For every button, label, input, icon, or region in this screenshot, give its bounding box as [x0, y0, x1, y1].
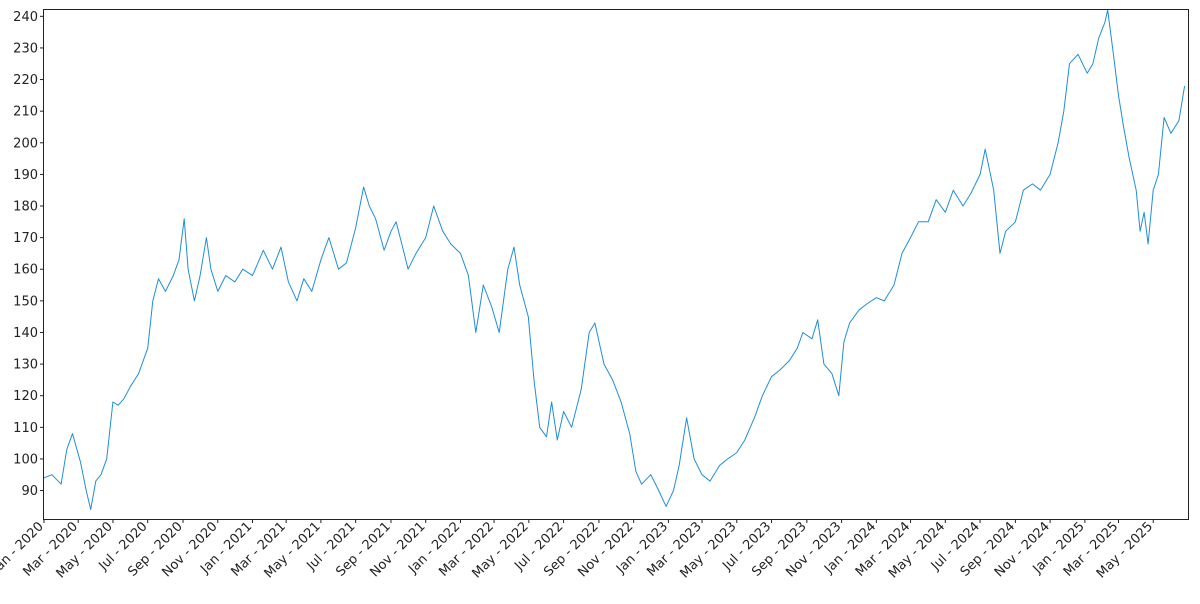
y-tick-label: 110 — [13, 421, 38, 436]
plot-area — [44, 10, 1186, 510]
y-tick-label: 220 — [13, 73, 38, 88]
y-tick-label: 180 — [13, 200, 38, 215]
y-tick-label: 120 — [13, 389, 38, 404]
y-tick-label: 150 — [13, 294, 38, 309]
y-tick-label: 160 — [13, 263, 38, 278]
y-axis: 90 100 110 120 130 140 150 160 170 180 190 200 210 22… — [13, 10, 44, 499]
y-tick-label: 170 — [13, 231, 38, 246]
y-tick-label: 240 — [13, 10, 38, 25]
plot-frame — [43, 9, 1189, 520]
y-tick-label: 200 — [13, 136, 38, 151]
y-tick-label: 90 — [21, 484, 38, 499]
y-tick-label: 140 — [13, 326, 38, 341]
y-tick-label: 210 — [13, 105, 38, 120]
series-line — [44, 10, 1186, 510]
y-tick-label: 130 — [13, 358, 38, 373]
y-tick-label: 230 — [13, 41, 38, 56]
y-tick-label: 100 — [13, 452, 38, 467]
y-tick-label: 190 — [13, 168, 38, 183]
